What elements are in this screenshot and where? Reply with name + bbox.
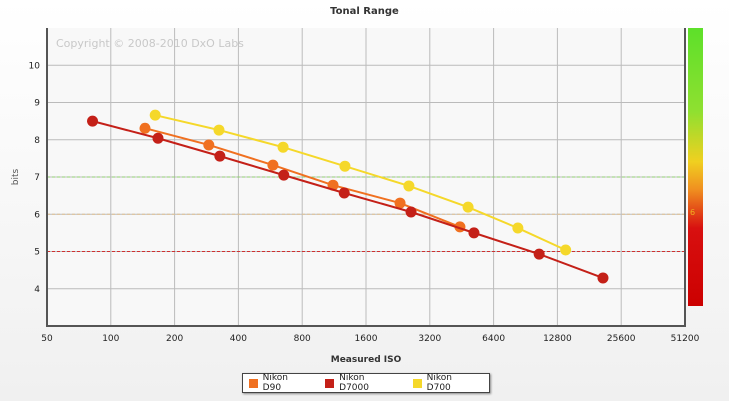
data-point bbox=[394, 197, 406, 209]
colorbar-label: 6 bbox=[690, 208, 696, 217]
chart-title: Tonal Range bbox=[330, 6, 399, 17]
x-tick-label: 6400 bbox=[482, 334, 505, 344]
data-point bbox=[152, 132, 164, 144]
watermark: Copyright © 2008-2010 DxO Labs bbox=[56, 37, 244, 50]
data-point bbox=[462, 201, 474, 213]
legend: Nikon D90 Nikon D7000 Nikon D700 bbox=[242, 373, 490, 393]
legend-swatch bbox=[413, 378, 422, 388]
y-axis-label: bits bbox=[11, 168, 21, 185]
legend-item-d7000[interactable]: Nikon D7000 bbox=[325, 373, 395, 393]
series-line bbox=[154, 114, 567, 251]
y-tick-label: 8 bbox=[34, 136, 40, 146]
data-point bbox=[512, 222, 524, 234]
data-point bbox=[87, 115, 99, 127]
data-point bbox=[203, 139, 215, 151]
x-tick-label: 400 bbox=[230, 334, 247, 344]
data-point bbox=[278, 169, 290, 181]
x-tick-label: 100 bbox=[102, 334, 119, 344]
legend-swatch bbox=[249, 378, 258, 388]
data-point bbox=[405, 206, 417, 218]
data-point bbox=[214, 150, 226, 162]
y-tick-label: 5 bbox=[34, 248, 40, 258]
plot-border bbox=[46, 28, 686, 327]
data-point bbox=[149, 109, 161, 121]
y-tick-label: 6 bbox=[34, 210, 40, 220]
data-point bbox=[468, 227, 480, 239]
legend-item-d700[interactable]: Nikon D700 bbox=[413, 373, 477, 393]
data-point bbox=[597, 272, 609, 284]
data-point bbox=[139, 122, 151, 134]
y-tick-label: 9 bbox=[34, 99, 40, 109]
x-tick-label: 200 bbox=[166, 334, 183, 344]
x-tick-label: 800 bbox=[294, 334, 311, 344]
data-point bbox=[338, 187, 350, 199]
data-point bbox=[339, 160, 351, 172]
x-tick-label: 51200 bbox=[671, 334, 700, 344]
y-tick-label: 7 bbox=[34, 173, 40, 183]
legend-swatch bbox=[325, 378, 335, 388]
data-point bbox=[213, 124, 225, 136]
x-tick-label: 50 bbox=[41, 334, 53, 344]
data-point bbox=[560, 244, 572, 256]
x-tick-label: 25600 bbox=[607, 334, 636, 344]
colorbar: 6 bbox=[688, 28, 703, 306]
x-axis-label: Measured ISO bbox=[331, 355, 402, 365]
data-point bbox=[277, 141, 289, 153]
y-tick-label: 10 bbox=[29, 61, 41, 71]
x-tick-label: 12800 bbox=[543, 334, 572, 344]
data-point bbox=[533, 248, 545, 260]
y-tick-label: 4 bbox=[34, 285, 40, 295]
data-point bbox=[267, 159, 279, 171]
data-point bbox=[403, 180, 415, 192]
x-tick-label: 3200 bbox=[418, 334, 441, 344]
x-tick-label: 1600 bbox=[355, 334, 378, 344]
legend-item-d90[interactable]: Nikon D90 bbox=[249, 373, 307, 393]
